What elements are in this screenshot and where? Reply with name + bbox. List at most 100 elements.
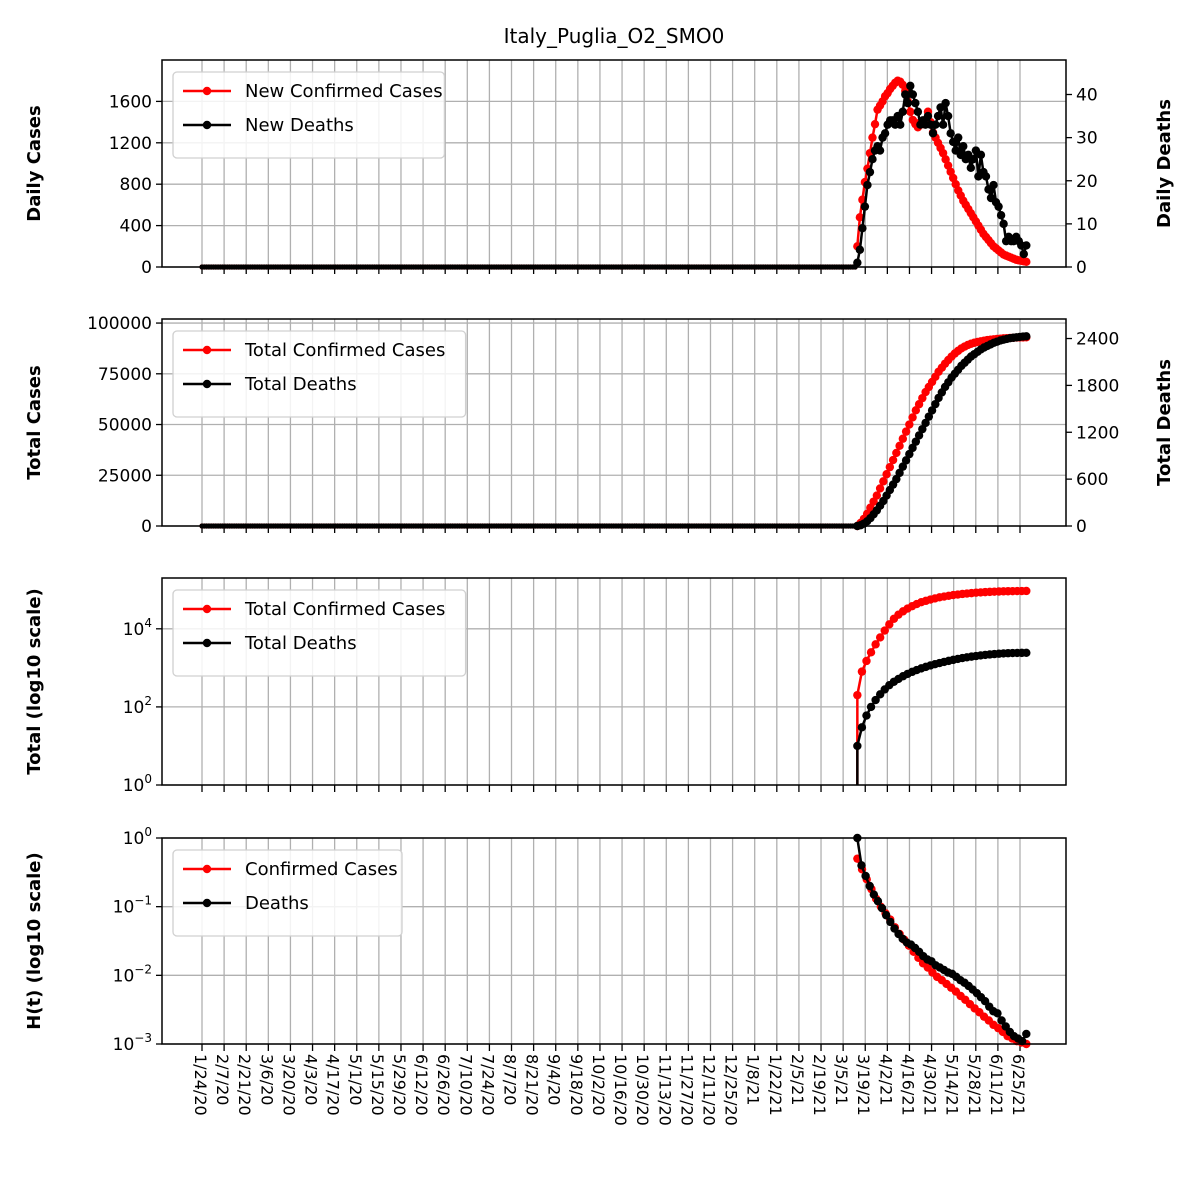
data-point	[873, 897, 883, 906]
data-point	[871, 695, 880, 705]
data-point	[855, 245, 865, 254]
data-point	[999, 219, 1008, 229]
data-point	[858, 223, 867, 233]
x-tick-label: 12/25/20	[722, 1054, 741, 1126]
x-tick-label: 6/26/20	[434, 1054, 453, 1116]
data-point	[931, 399, 940, 409]
x-tick-label: 2/19/21	[810, 1054, 829, 1116]
legend-box	[172, 589, 467, 677]
legend-marker	[202, 898, 212, 908]
data-point	[872, 491, 882, 500]
series-line-2	[856, 651, 1027, 747]
y-tick-label: 75000	[98, 365, 152, 385]
x-tick-label: 6/11/21	[987, 1054, 1006, 1116]
data-point	[924, 412, 934, 421]
data-point	[901, 90, 910, 99]
x-tick-label: 11/27/20	[677, 1054, 696, 1126]
data-point	[877, 903, 887, 913]
y-tick-label: 800	[120, 175, 152, 195]
series-line-1	[856, 858, 1027, 1046]
data-point	[862, 711, 871, 720]
legend-label: New Deaths	[245, 115, 354, 136]
series-line-2	[856, 85, 1028, 263]
data-point	[865, 881, 874, 891]
data-point	[855, 213, 865, 222]
legend: New Confirmed Cases New Deaths	[172, 71, 446, 159]
data-point	[914, 431, 924, 440]
legend-label: New Confirmed Cases	[245, 81, 443, 102]
data-point	[908, 443, 917, 453]
data-point	[969, 154, 978, 164]
data-point	[875, 146, 885, 155]
data-point	[938, 120, 948, 129]
legend-label: Total Deaths	[244, 633, 357, 654]
panel-1: 0 400 800 1200 1600 0 10 20 30 40 Daily Cases Daily…	[24, 59, 1175, 278]
data-point	[989, 180, 998, 190]
y-right-tick-label: 0	[1076, 517, 1087, 537]
x-tick-label: 5/28/21	[965, 1054, 984, 1116]
legend-marker	[202, 864, 212, 874]
data-point	[853, 258, 862, 267]
data-point	[931, 120, 940, 129]
data-point	[875, 484, 885, 493]
y-tick-label: 1600	[109, 92, 152, 112]
data-point	[959, 142, 968, 151]
data-point	[908, 413, 917, 422]
y-axis-label-right: Total Deaths	[1154, 359, 1175, 486]
x-tick-label: 6/12/20	[412, 1054, 431, 1116]
data-point	[853, 741, 862, 751]
x-tick-label: 4/3/20	[302, 1054, 321, 1106]
x-tick-label: 1/22/21	[766, 1054, 785, 1116]
y-axis-label: Daily Cases	[24, 105, 45, 221]
legend-marker	[202, 379, 212, 389]
x-tick-label: 5/29/20	[390, 1054, 409, 1116]
data-point	[943, 111, 953, 121]
data-point	[993, 1009, 1002, 1018]
y-right-tick-label: 40	[1076, 86, 1098, 106]
data-point	[857, 667, 867, 676]
data-point	[861, 871, 870, 881]
data-point	[882, 470, 891, 479]
data-point	[1022, 332, 1031, 341]
x-tick-label: 6/25/21	[1009, 1054, 1028, 1116]
data-point	[1022, 241, 1031, 250]
legend-marker	[202, 604, 212, 614]
data-point	[892, 448, 901, 458]
data-point	[908, 90, 918, 99]
data-point	[906, 81, 915, 91]
data-point	[862, 656, 871, 666]
legend: Total Confirmed Cases Total Deaths	[172, 330, 467, 418]
legend-marker	[202, 86, 212, 96]
data-point	[905, 420, 914, 429]
y-tick-label: 10−3	[113, 1031, 152, 1055]
y-axis-label: Total Cases	[24, 365, 45, 479]
data-point	[997, 1016, 1006, 1025]
data-point	[853, 690, 862, 700]
data-point	[976, 150, 986, 160]
x-tick-label: 4/16/21	[898, 1054, 917, 1116]
data-point	[863, 180, 872, 190]
x-tick-label: 2/5/21	[788, 1054, 807, 1106]
axes-frame	[161, 837, 1067, 1045]
axes-frame	[161, 59, 1067, 268]
data-point	[866, 702, 876, 712]
legend-label: Total Confirmed Cases	[244, 599, 445, 620]
x-tick-label: 3/19/21	[854, 1054, 873, 1116]
x-tick-label: 3/5/21	[832, 1054, 851, 1106]
data-point	[921, 418, 930, 428]
y-tick-label: 100	[123, 772, 152, 796]
x-tick-label: 2/7/20	[213, 1054, 232, 1106]
data-point	[880, 626, 889, 635]
y-tick-label: 25000	[98, 466, 152, 486]
data-point	[868, 154, 877, 164]
legend-label: Deaths	[245, 893, 309, 914]
legend-label: Total Deaths	[244, 374, 357, 395]
data-point	[885, 462, 895, 472]
x-tick-label: 4/17/20	[324, 1054, 343, 1116]
y-tick-label: 0	[141, 517, 152, 537]
data-point	[868, 133, 877, 142]
x-tick-label: 7/10/20	[456, 1054, 475, 1116]
y-tick-label: 1200	[109, 134, 152, 154]
y-right-tick-label: 2400	[1076, 330, 1119, 350]
panel-3: 100 102 104 Total (log10 scale) Total Confir…	[24, 577, 1067, 796]
